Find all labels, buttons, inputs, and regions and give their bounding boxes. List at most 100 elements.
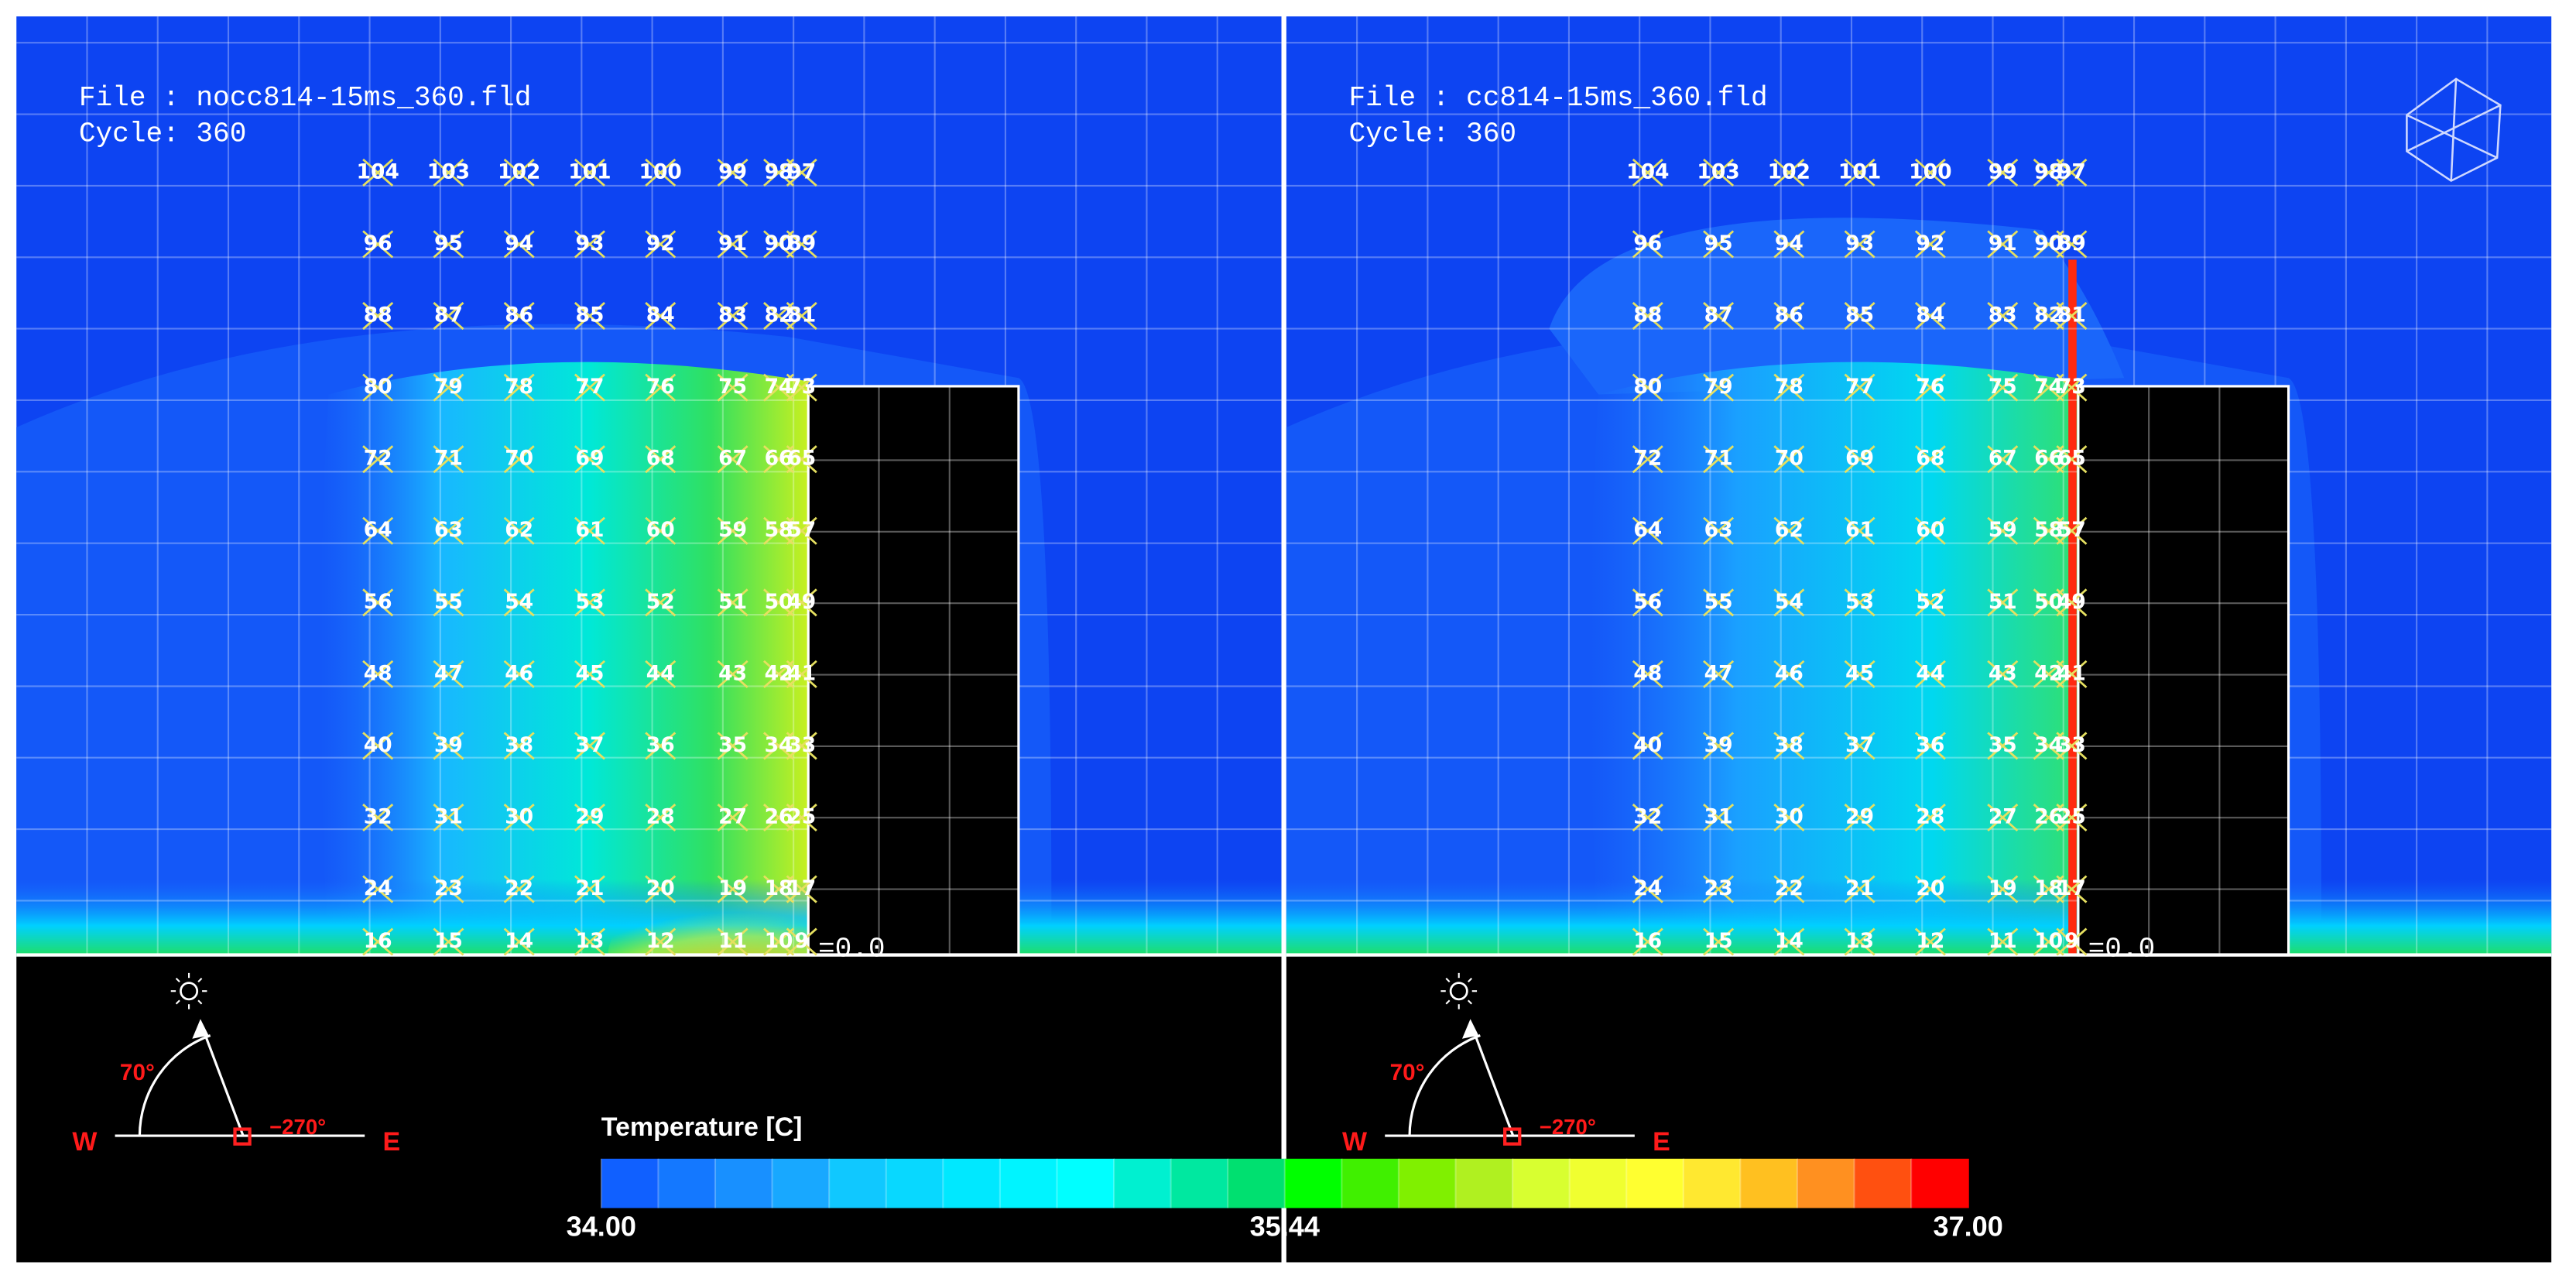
probe-label: 84 — [1916, 303, 1944, 327]
probe-marker — [2056, 230, 2088, 259]
probe-label: 55 — [434, 590, 463, 614]
origin-label: =0.0 — [818, 934, 886, 965]
probe-marker — [1844, 373, 1875, 402]
probe-label: 84 — [646, 303, 675, 327]
probe-label: 98 — [2034, 159, 2063, 183]
probe-label: 45 — [1845, 661, 1874, 685]
probe-label: 58 — [2034, 518, 2063, 542]
probe-label: 44 — [1916, 661, 1944, 685]
probe-label: 59 — [718, 518, 747, 542]
probe-label: 13 — [576, 929, 605, 953]
probe-label: 96 — [364, 231, 392, 255]
probe-marker — [574, 373, 605, 402]
probe-marker — [717, 660, 748, 688]
probe-label: 37 — [576, 733, 605, 757]
probe-marker — [786, 158, 817, 187]
probe-marker — [1844, 302, 1875, 331]
sim-panel: File : cc814-15ms_360.fld Cycle: 360 104 10… — [1286, 16, 2552, 1263]
probe-label: 41 — [787, 661, 816, 685]
colorbar-swatch — [1797, 1158, 1855, 1208]
elevation-label: 70° — [1390, 1060, 1425, 1085]
probe-label: 95 — [1704, 231, 1733, 255]
probe-label: 53 — [1845, 590, 1874, 614]
probe-marker — [1632, 445, 1663, 474]
probe-label: 17 — [2057, 876, 2086, 900]
probe-marker — [763, 732, 795, 760]
probe-label: 81 — [787, 303, 816, 327]
probe-marker — [433, 588, 464, 617]
probe-marker — [763, 445, 795, 474]
colorbar-swatch — [1228, 1158, 1286, 1208]
probe-label: 61 — [576, 518, 605, 542]
probe-marker — [717, 445, 748, 474]
probe-marker — [786, 516, 817, 545]
probe-label: 98 — [765, 159, 793, 183]
probe-label: 80 — [1633, 375, 1662, 399]
probe-label: 72 — [364, 447, 392, 471]
probe-label: 15 — [1704, 929, 1733, 953]
probe-marker — [1773, 516, 1805, 545]
probe-label: 75 — [718, 375, 747, 399]
colorbar-swatch — [714, 1158, 773, 1208]
probe-marker — [503, 732, 535, 760]
probe-marker — [2056, 927, 2088, 956]
probe-marker — [1914, 230, 1946, 259]
probe-label: 29 — [1845, 805, 1874, 829]
probe-marker — [1987, 732, 2019, 760]
probe-marker — [1703, 158, 1735, 187]
probe-marker — [763, 804, 795, 832]
probe-marker — [1703, 732, 1735, 760]
probe-label: 47 — [434, 661, 463, 685]
probe-label: 71 — [1704, 447, 1733, 471]
probe-marker — [1632, 660, 1663, 688]
sun-icon — [1449, 982, 1468, 1001]
file-name: File : nocc814-15ms_360.fld — [79, 82, 531, 114]
probe-marker — [1773, 588, 1805, 617]
probe-marker — [763, 516, 795, 545]
probe-label: 36 — [1916, 733, 1944, 757]
probe-label: 74 — [765, 375, 793, 399]
probe-marker — [763, 875, 795, 903]
colorbar-swatch — [1455, 1158, 1514, 1208]
probe-label: 76 — [646, 375, 675, 399]
probe-marker — [2056, 373, 2088, 402]
colorbar-label: 34.00 — [567, 1211, 636, 1243]
probe-marker — [1632, 875, 1663, 903]
probe-marker — [786, 804, 817, 832]
probe-marker — [1987, 875, 2019, 903]
probe-label: 39 — [1704, 733, 1733, 757]
probe-marker — [1914, 373, 1946, 402]
warm-field — [320, 362, 809, 957]
probe-marker — [1914, 660, 1946, 688]
probe-label: 86 — [1775, 303, 1804, 327]
probe-label: 59 — [1989, 518, 2017, 542]
probe-label: 22 — [1775, 876, 1804, 900]
probe-marker — [574, 588, 605, 617]
probe-marker — [1773, 302, 1805, 331]
probe-marker — [645, 804, 677, 832]
probe-label: 77 — [1845, 375, 1874, 399]
probe-marker — [1987, 302, 2019, 331]
probe-marker — [574, 302, 605, 331]
probe-label: 57 — [2057, 518, 2086, 542]
sun-ray-icon — [175, 999, 180, 1005]
ground — [16, 956, 1282, 1263]
probe-label: 55 — [1704, 590, 1733, 614]
east-label: E — [1653, 1127, 1670, 1157]
origin-label: =0.0 — [2088, 934, 2156, 965]
colorbar-swatch — [1683, 1158, 1742, 1208]
sun-ray-icon — [1467, 977, 1472, 982]
probe-label: 27 — [1989, 805, 2017, 829]
probe-marker — [574, 158, 605, 187]
probe-marker — [2033, 158, 2064, 187]
probe-marker — [1844, 230, 1875, 259]
probe-marker — [433, 732, 464, 760]
cycle: Cycle: 360 — [1349, 118, 1516, 150]
sun-ray-icon — [1445, 977, 1451, 982]
probe-marker — [1773, 660, 1805, 688]
azimuth-label: −270° — [1540, 1115, 1596, 1139]
probe-label: 93 — [1845, 231, 1874, 255]
probe-label: 31 — [434, 805, 463, 829]
colorbar-swatch — [943, 1158, 1001, 1208]
